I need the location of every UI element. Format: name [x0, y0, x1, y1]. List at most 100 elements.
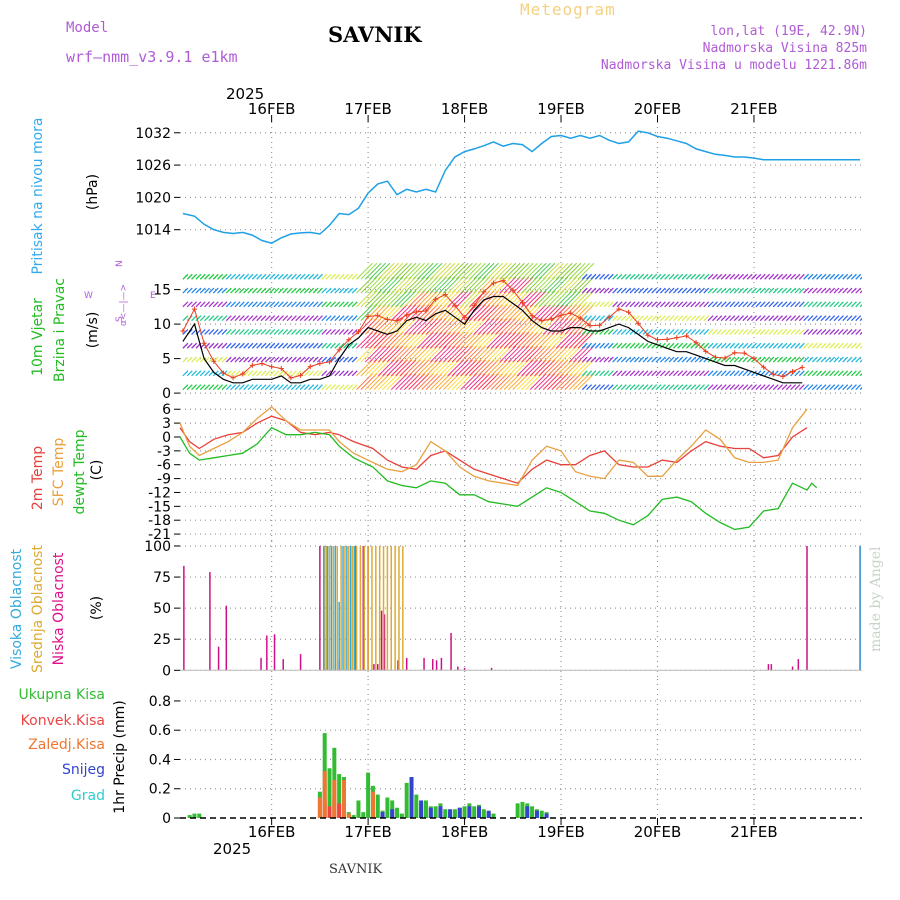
- wind-barb: [842, 287, 849, 294]
- pressure-title: Pritisak na nivou mora: [30, 117, 46, 274]
- wind-barb: [586, 273, 593, 280]
- wind-barb: [251, 342, 258, 349]
- wind-barb: [403, 318, 421, 335]
- precip-total-bar: [515, 803, 520, 818]
- wind-barb: [269, 273, 276, 280]
- wind-barb: [768, 315, 775, 322]
- precip-total-bar: [462, 806, 467, 818]
- wind-barb: [317, 370, 323, 377]
- wind-barb: [247, 342, 254, 349]
- wind-barb: [238, 384, 245, 391]
- wind-barb: [538, 359, 556, 377]
- wind-barb: [186, 356, 193, 363]
- wind-barb: [599, 301, 606, 308]
- wind-barb: [612, 287, 619, 294]
- wind-barb: [395, 262, 412, 280]
- wind-barb: [642, 384, 649, 391]
- wind-barb: [386, 345, 404, 363]
- wind-barb: [399, 331, 417, 349]
- wind-barb: [182, 370, 189, 377]
- precip-total-bar: [187, 815, 192, 818]
- wind-barb: [199, 384, 206, 391]
- wind-barb: [694, 370, 701, 377]
- wind-barb: [785, 342, 792, 349]
- wind-barb: [325, 342, 332, 349]
- compass-arrow: α<—|—>: [119, 284, 129, 326]
- wind-barb: [820, 315, 827, 322]
- wind-barb: [764, 370, 771, 377]
- wind-barb: [243, 287, 250, 294]
- wind-gust-mark: [220, 370, 226, 376]
- wind-barb: [264, 356, 271, 363]
- wind-barb: [364, 373, 382, 391]
- wind-barb: [573, 345, 590, 363]
- wind-gust-mark: [722, 355, 728, 361]
- wind-barb: [486, 290, 504, 308]
- wind-barb: [490, 262, 508, 280]
- wind-barb: [659, 356, 666, 363]
- precip-snow-bar: [380, 812, 385, 818]
- wind-barb: [633, 342, 640, 349]
- wind-barb: [416, 262, 434, 280]
- wind-barb: [547, 318, 564, 335]
- wind-barb: [351, 356, 358, 363]
- wind-barb: [191, 273, 198, 280]
- wind-barb: [408, 318, 425, 335]
- wind-barb: [369, 290, 386, 308]
- wind-barb: [464, 359, 482, 377]
- wind-barb: [295, 342, 302, 349]
- wind-barb: [655, 370, 662, 377]
- wind-barb: [603, 370, 610, 377]
- wind-barb: [312, 342, 319, 349]
- wind-barb: [516, 290, 534, 308]
- wind-barb: [551, 359, 569, 377]
- wind-barb: [725, 315, 731, 322]
- wind-barb: [555, 262, 573, 280]
- wind-barb: [186, 301, 193, 308]
- wind-barb: [599, 315, 606, 322]
- wind-barb: [603, 384, 610, 391]
- wind-barb: [725, 273, 731, 280]
- wind-barb: [855, 287, 862, 294]
- wind-barb: [564, 331, 582, 349]
- wind-barb: [855, 342, 862, 349]
- wind-barb: [850, 328, 857, 335]
- wind-barb: [607, 287, 614, 294]
- elevation-label: Nadmorska Visina 825m: [702, 41, 867, 56]
- wind-barb: [824, 315, 831, 322]
- wind-barb: [299, 384, 306, 391]
- wind-barb: [451, 304, 469, 322]
- wind-barb: [525, 345, 543, 363]
- wind-barb: [230, 328, 237, 335]
- wind-barb: [442, 373, 460, 391]
- wind-barb: [633, 370, 640, 377]
- y-tick-label: 25: [153, 632, 171, 648]
- wind-barb: [191, 301, 198, 308]
- wind-barb: [698, 287, 705, 294]
- wind-barb: [251, 287, 258, 294]
- wind-barb: [377, 304, 395, 322]
- wind-gust-mark: [230, 375, 236, 381]
- wind-barb: [247, 287, 254, 294]
- wind-barb: [317, 301, 323, 308]
- wind-barb: [490, 318, 508, 335]
- wind-barb: [408, 262, 425, 280]
- compass-south: S: [115, 316, 125, 322]
- wind-barb: [486, 304, 504, 322]
- wind-barb: [369, 262, 386, 280]
- wind-barb: [312, 384, 319, 391]
- wind-barb: [677, 384, 684, 391]
- wind-barb: [820, 356, 827, 363]
- wind-barb: [811, 342, 818, 349]
- wind-barb: [208, 342, 215, 349]
- wind-barb: [416, 345, 434, 363]
- wind-barb: [495, 331, 512, 349]
- wind-barb: [620, 315, 627, 322]
- wind-barb: [208, 301, 215, 308]
- wind-barb: [217, 342, 224, 349]
- wind-barb: [620, 328, 627, 335]
- wind-barb: [429, 373, 447, 391]
- wind-barb: [590, 370, 597, 377]
- precip-snow-bar: [467, 806, 472, 818]
- wind-barb: [469, 345, 486, 363]
